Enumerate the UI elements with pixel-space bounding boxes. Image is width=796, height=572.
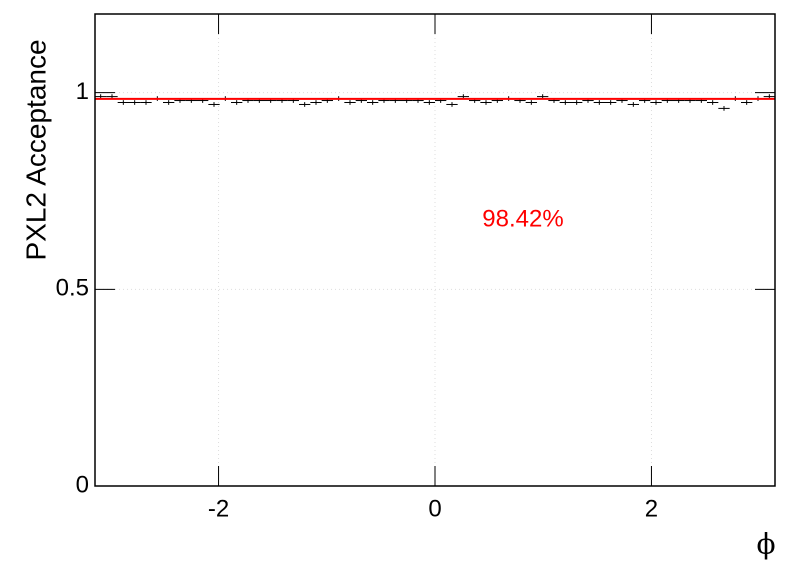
y-tick-label: 0 bbox=[76, 471, 89, 498]
y-tick-label: 0.5 bbox=[56, 275, 89, 302]
fit-annotation: 98.42% bbox=[482, 205, 563, 232]
y-tick-label: 1 bbox=[76, 78, 89, 105]
x-tick-label: 0 bbox=[428, 495, 441, 522]
x-tick-label: 2 bbox=[645, 495, 658, 522]
y-axis-label: PXL2 Acceptance bbox=[20, 39, 51, 260]
x-tick-label: -2 bbox=[208, 495, 229, 522]
plot-frame bbox=[94, 13, 776, 487]
x-axis-label: ϕ bbox=[756, 528, 775, 561]
